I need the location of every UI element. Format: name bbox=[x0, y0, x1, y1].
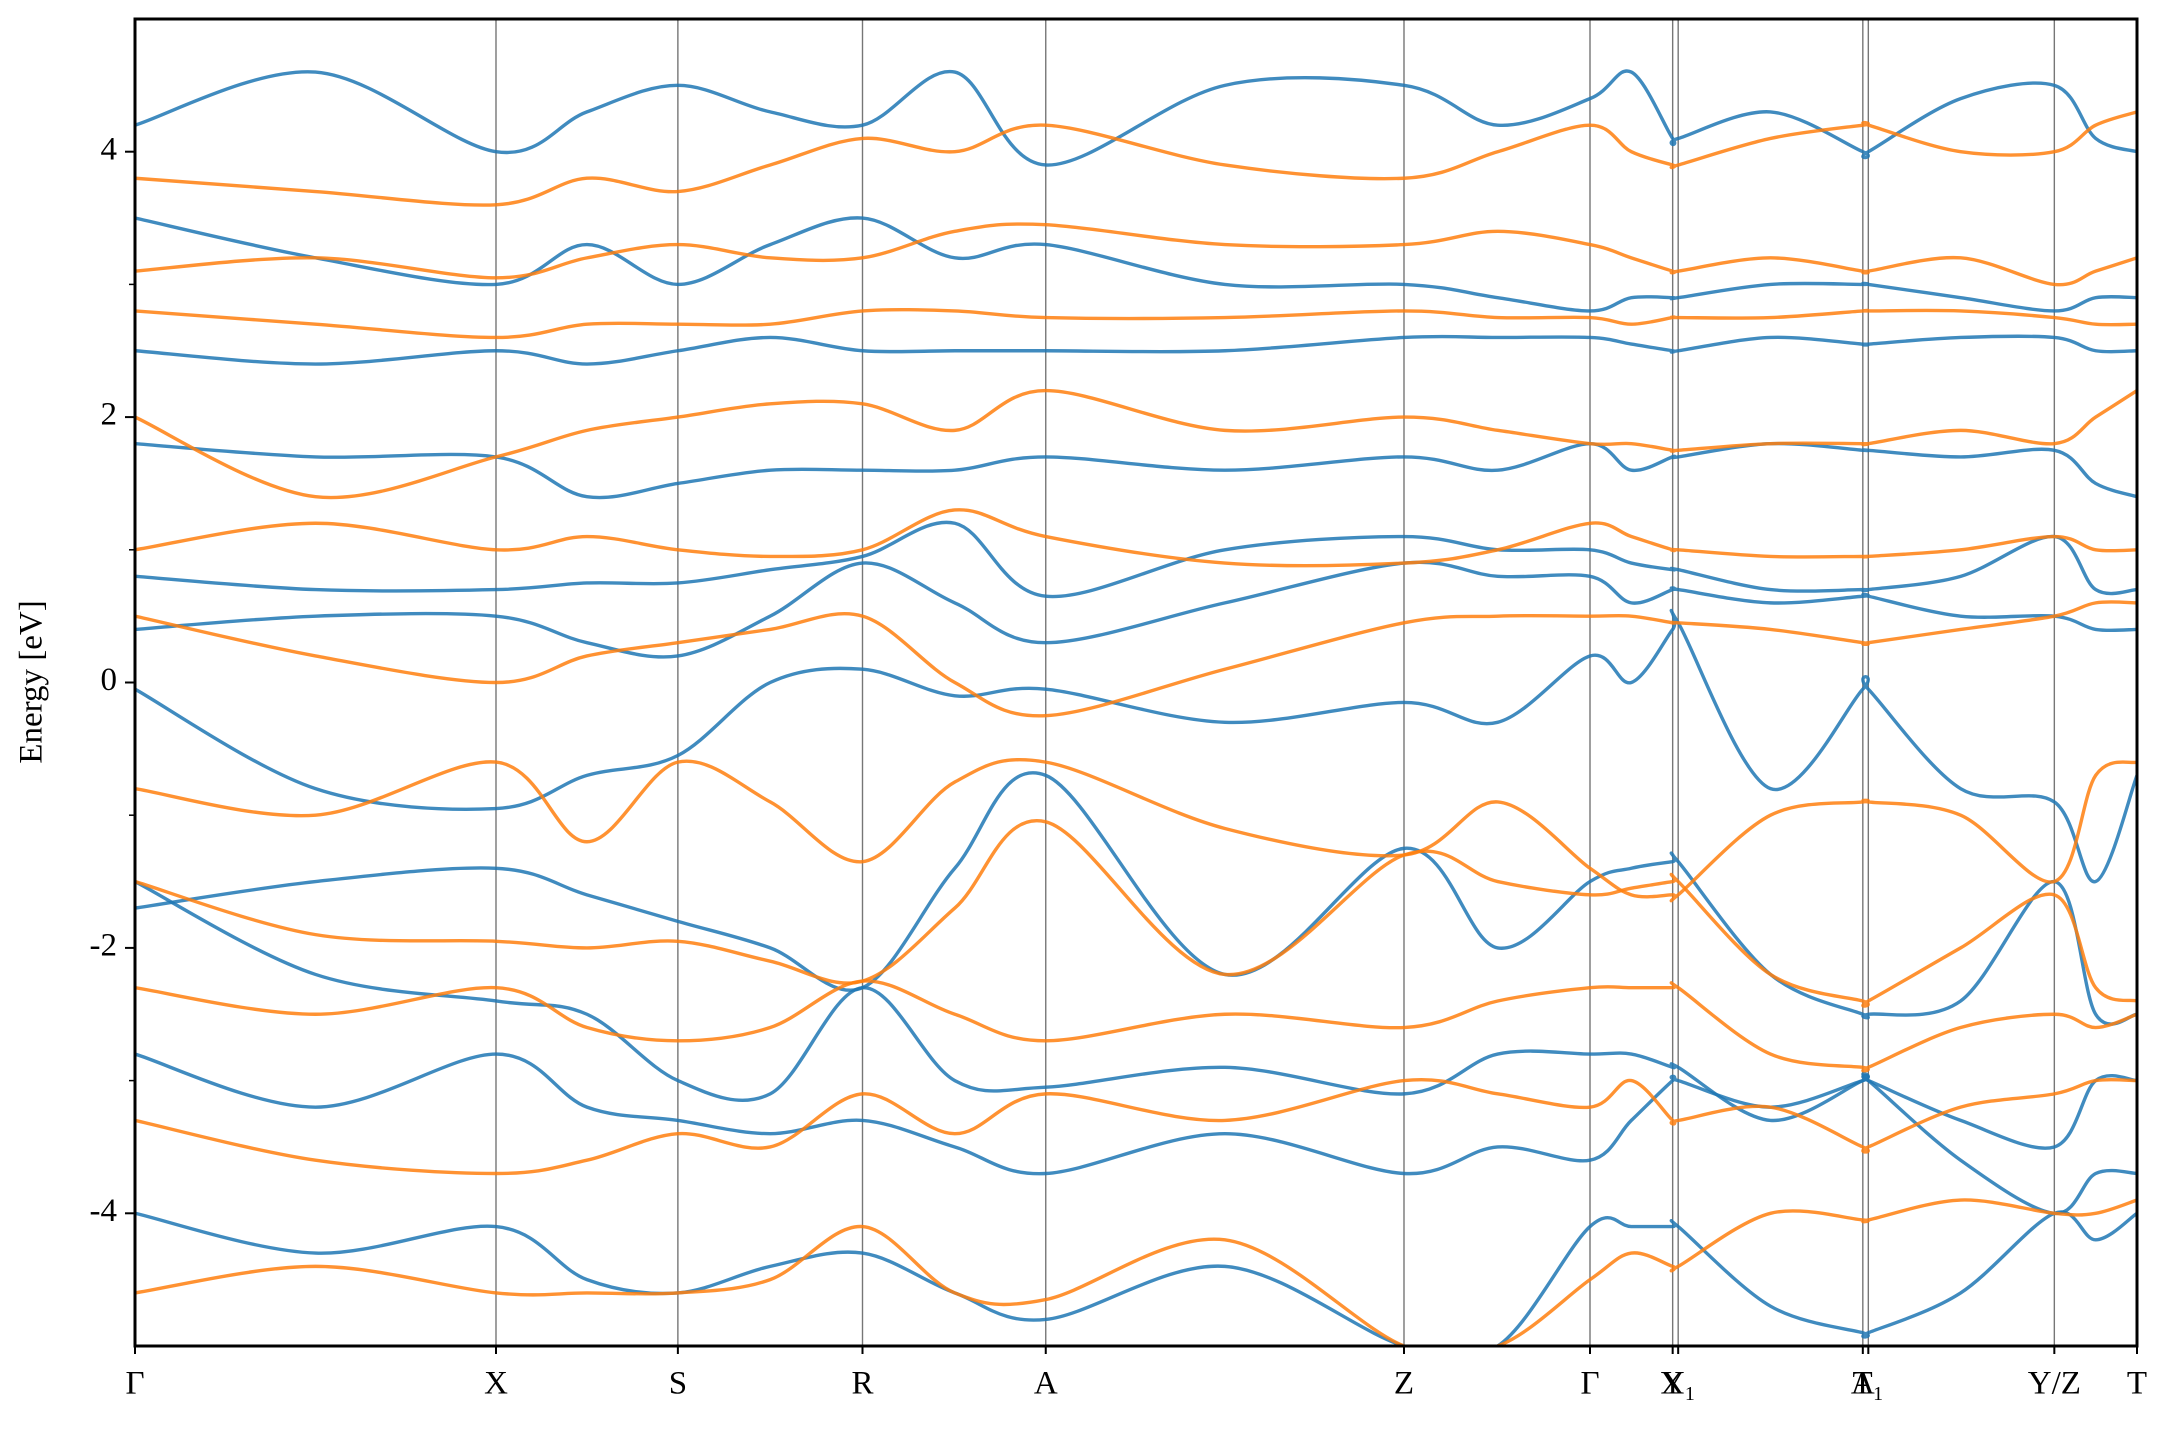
x-tick-label: Γ bbox=[125, 1366, 144, 1402]
y-tick-label: -2 bbox=[90, 927, 118, 963]
band-line bbox=[135, 508, 2137, 568]
bands bbox=[135, 69, 2137, 1346]
band-line bbox=[135, 307, 2137, 340]
band-line bbox=[135, 388, 2137, 500]
y-tick-label: -4 bbox=[90, 1193, 118, 1229]
band-line bbox=[135, 334, 2137, 366]
x-tick-label: X₁ bbox=[1661, 1366, 1696, 1402]
band-line bbox=[135, 818, 2137, 1008]
x-tick-label: Y/Z bbox=[2028, 1366, 2081, 1402]
plot-frame bbox=[133, 17, 2139, 1348]
band-line bbox=[135, 441, 2137, 500]
y-tick-label: 0 bbox=[101, 662, 118, 698]
x-tick-label: T bbox=[2127, 1366, 2147, 1402]
band-line bbox=[135, 1210, 2137, 1346]
x-tick-label: X bbox=[484, 1366, 508, 1402]
band-line bbox=[135, 216, 2137, 313]
band-line bbox=[135, 600, 2137, 718]
x-tick-label: Z bbox=[1394, 1366, 1414, 1402]
grid-layer bbox=[134, 19, 2138, 1346]
band-line bbox=[135, 1077, 2137, 1176]
y-tick-label: 2 bbox=[101, 397, 118, 433]
x-tick-label: Γ bbox=[1580, 1366, 1599, 1402]
band-line bbox=[135, 757, 2137, 903]
band-line bbox=[135, 520, 2137, 599]
band-line bbox=[135, 771, 2137, 1026]
band-line bbox=[135, 222, 2137, 287]
x-tick-label: A bbox=[1034, 1366, 1058, 1402]
x-tick-label: R bbox=[851, 1366, 873, 1402]
y-axis-label: Energy [eV] bbox=[14, 600, 50, 763]
x-tick-label: S bbox=[669, 1366, 687, 1402]
band-line bbox=[135, 1198, 2137, 1346]
band-line bbox=[135, 560, 2137, 659]
x-tick-label: Y bbox=[1661, 1366, 1685, 1402]
x-tick-label: A bbox=[1851, 1366, 1875, 1402]
band-line bbox=[135, 608, 2137, 884]
x-tick-label: T₁ bbox=[1852, 1366, 1884, 1402]
band-line bbox=[135, 110, 2137, 207]
band-line bbox=[135, 880, 2137, 1150]
y-tick-label: 4 bbox=[101, 131, 118, 167]
band-line bbox=[135, 979, 2137, 1073]
band-line bbox=[135, 69, 2137, 167]
